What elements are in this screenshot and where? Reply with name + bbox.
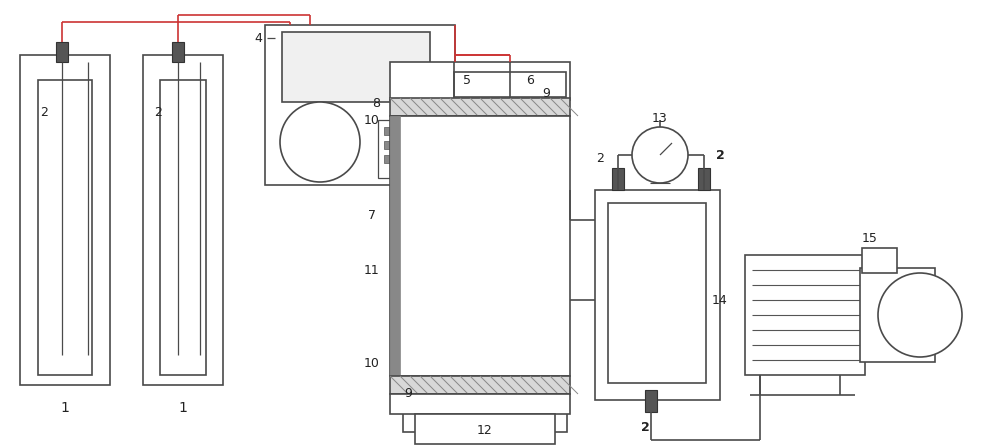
Circle shape (878, 273, 962, 357)
Bar (265, 25, 455, 185)
Bar (384, 155, 394, 163)
Bar (400, 155, 410, 163)
Bar (415, 414, 555, 444)
Bar (745, 255, 865, 375)
Text: 11: 11 (364, 263, 380, 276)
Bar (384, 127, 394, 135)
Circle shape (280, 102, 360, 182)
Bar (608, 203, 706, 383)
Bar (390, 62, 570, 100)
Text: 9: 9 (404, 387, 412, 400)
Bar (38, 80, 92, 375)
Bar (454, 72, 566, 97)
Text: 12: 12 (477, 424, 493, 437)
Text: 2: 2 (154, 105, 162, 118)
Bar (160, 80, 206, 375)
Text: 10: 10 (364, 356, 380, 369)
Bar (862, 248, 897, 273)
Bar (282, 32, 430, 102)
Bar (390, 394, 570, 414)
Text: 2: 2 (40, 105, 48, 118)
Text: 7: 7 (368, 209, 376, 222)
Bar (400, 141, 410, 149)
Bar (698, 168, 710, 190)
Bar (384, 141, 394, 149)
Text: 14: 14 (712, 294, 728, 307)
Text: 2: 2 (716, 149, 724, 162)
Text: 2: 2 (596, 151, 604, 165)
Bar (400, 127, 410, 135)
Text: 2: 2 (641, 421, 649, 433)
Bar (595, 190, 720, 400)
Bar (403, 394, 425, 432)
Text: 1: 1 (61, 401, 69, 415)
Bar (390, 116, 400, 376)
Bar (612, 168, 624, 190)
Text: 15: 15 (862, 231, 878, 244)
Text: 1: 1 (179, 401, 187, 415)
Bar (390, 376, 570, 394)
Text: 6: 6 (526, 73, 534, 86)
Bar (545, 394, 567, 432)
Bar (390, 116, 570, 376)
Bar (645, 390, 657, 412)
Bar (56, 42, 68, 62)
Text: 13: 13 (652, 112, 668, 125)
Circle shape (632, 127, 688, 183)
Text: 10: 10 (364, 113, 380, 126)
Bar (378, 120, 438, 178)
Text: 8: 8 (372, 97, 380, 109)
Bar (143, 55, 223, 385)
Bar (390, 98, 570, 116)
Bar (20, 55, 110, 385)
Bar (172, 42, 184, 62)
Text: 4: 4 (254, 32, 262, 44)
Text: 5: 5 (463, 73, 471, 86)
Text: 9: 9 (542, 86, 550, 100)
Bar (860, 268, 935, 362)
